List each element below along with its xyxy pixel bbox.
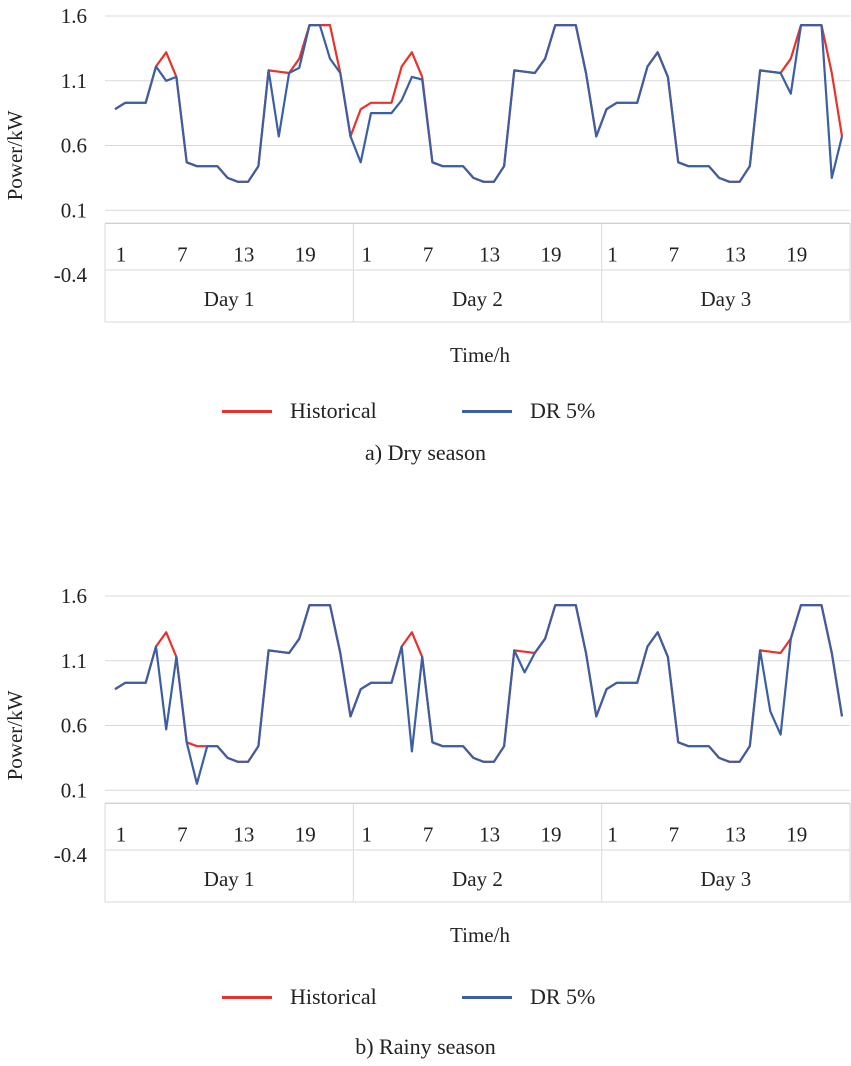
- x-tick-label-hour: 1: [116, 822, 127, 846]
- x-tick-label-hour: 13: [725, 822, 746, 846]
- x-tick-label-hour: 19: [295, 242, 316, 266]
- legend-swatch-historical: [222, 409, 272, 413]
- y-tick-label: 1.6: [61, 4, 87, 28]
- x-tick-label-hour: 7: [669, 242, 680, 266]
- series-line-dr5: [114, 604, 844, 785]
- chart-panel-dry-season: 1.6 1.1 0.6 0.1 -0.4 1 7 13 19 Day 1 1 7 13 19 Day 2 1 7…: [0, 0, 851, 490]
- y-tick-label: 0.1: [61, 778, 87, 802]
- x-tick-label-hour: 7: [177, 822, 188, 846]
- legend-item-historical: Historical: [222, 396, 377, 426]
- x-tick-label-hour: 19: [295, 822, 316, 846]
- legend-label-dr5: DR 5%: [530, 398, 596, 423]
- legend-swatch-historical: [222, 995, 272, 999]
- legend-label-dr5: DR 5%: [530, 984, 596, 1009]
- x-tick-label-hour: 7: [423, 822, 434, 846]
- x-tick-label-hour: 13: [233, 822, 254, 846]
- x-tick-label-day: Day 2: [452, 287, 503, 311]
- legend-label-historical: Historical: [290, 984, 377, 1009]
- series-line-historical: [114, 24, 844, 183]
- x-tick-label-day: Day 3: [700, 287, 751, 311]
- line-chart-dry-season: 1.6 1.1 0.6 0.1 -0.4 1 7 13 19 Day 1 1 7 13 19 Day 2 1 7…: [3, 4, 851, 367]
- series-line-dr5: [114, 24, 844, 183]
- legend-label-historical: Historical: [290, 398, 377, 423]
- x-tick-label-hour: 19: [786, 242, 807, 266]
- y-tick-label: 1.1: [61, 69, 87, 93]
- legend-swatch-dr5: [462, 409, 512, 413]
- y-tick-label: -0.4: [54, 263, 88, 287]
- x-tick-label-hour: 13: [479, 822, 500, 846]
- chart-caption: b) Rainy season: [355, 1034, 496, 1059]
- x-tick-label-hour: 1: [607, 822, 618, 846]
- x-tick-label-hour: 1: [607, 242, 618, 266]
- x-tick-label-hour: 7: [177, 242, 188, 266]
- chart-legend: Historical DR 5%: [0, 982, 851, 1012]
- x-tick-label-hour: 7: [669, 822, 680, 846]
- y-axis-title: Power/kW: [3, 110, 27, 200]
- x-tick-label-hour: 1: [116, 242, 127, 266]
- y-tick-label: 0.1: [61, 198, 87, 222]
- legend-item-historical: Historical: [222, 982, 377, 1012]
- x-tick-label-hour: 1: [361, 822, 372, 846]
- y-tick-label: 1.6: [61, 584, 87, 608]
- legend-swatch-dr5: [462, 995, 512, 999]
- y-axis-title: Power/kW: [3, 690, 27, 780]
- x-tick-label-hour: 13: [233, 242, 254, 266]
- chart-panel-rainy-season: 1.6 1.1 0.6 0.1 -0.4 1 7 13 19 Day 1 1 7 13 19 Day 2 1 7…: [0, 580, 851, 1066]
- legend-item-dr5: DR 5%: [462, 982, 595, 1012]
- x-tick-label-day: Day 1: [204, 287, 255, 311]
- x-tick-label-day: Day 1: [204, 867, 255, 891]
- y-tick-label: 1.1: [61, 649, 87, 673]
- x-axis-title: Time/h: [450, 343, 510, 367]
- x-tick-label-hour: 13: [725, 242, 746, 266]
- line-chart-rainy-season: 1.6 1.1 0.6 0.1 -0.4 1 7 13 19 Day 1 1 7 13 19 Day 2 1 7…: [3, 584, 851, 947]
- y-tick-label: -0.4: [54, 843, 88, 867]
- y-tick-label: 0.6: [61, 134, 87, 158]
- x-tick-label-hour: 19: [541, 822, 562, 846]
- x-tick-label-hour: 1: [361, 242, 372, 266]
- chart-caption: a) Dry season: [365, 440, 486, 465]
- x-tick-label-day: Day 2: [452, 867, 503, 891]
- series-line-historical: [114, 604, 844, 763]
- x-tick-label-hour: 19: [541, 242, 562, 266]
- x-tick-label-hour: 19: [786, 822, 807, 846]
- y-tick-label: 0.6: [61, 714, 87, 738]
- chart-legend: Historical DR 5%: [0, 396, 851, 426]
- x-axis-title: Time/h: [450, 923, 510, 947]
- legend-item-dr5: DR 5%: [462, 396, 595, 426]
- x-tick-label-hour: 13: [479, 242, 500, 266]
- x-tick-label-day: Day 3: [700, 867, 751, 891]
- x-tick-label-hour: 7: [423, 242, 434, 266]
